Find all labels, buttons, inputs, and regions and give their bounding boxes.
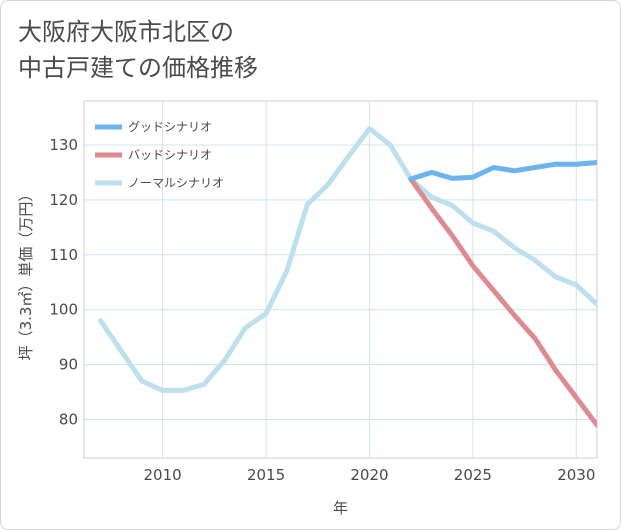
y-tick-label: 100 <box>49 301 78 319</box>
x-tick-label: 2010 <box>144 466 182 484</box>
series-line-2 <box>98 126 597 393</box>
x-tick-label: 2025 <box>454 466 492 484</box>
series-line-1 <box>408 176 597 428</box>
y-tick-label: 80 <box>59 411 78 429</box>
y-tick-label: 120 <box>49 191 78 209</box>
series-line-0 <box>408 160 597 182</box>
y-tick-labels: 80 90 100 110 120 130 <box>49 136 78 429</box>
y-tick-label: 130 <box>49 136 78 154</box>
legend-label-0: グッドシナリオ <box>128 120 212 134</box>
x-tick-label: 2020 <box>350 466 388 484</box>
series-lines <box>98 126 597 428</box>
title-line-1: 大阪府大阪市北区の <box>18 18 234 46</box>
y-tick-label: 90 <box>59 356 78 374</box>
x-tick-label: 2030 <box>557 466 595 484</box>
x-tick-label: 2015 <box>247 466 285 484</box>
y-tick-label: 110 <box>49 246 78 264</box>
y-axis-label: 坪（3.3㎡）単価（万円） <box>17 187 35 361</box>
legend-label-1: バッドシナリオ <box>128 148 212 162</box>
x-tick-labels: 2010 2015 2020 2025 2030 <box>144 466 596 484</box>
title-line-2: 中古戸建ての価格推移 <box>18 54 258 82</box>
chart-title: 大阪府大阪市北区の 中古戸建ての価格推移 <box>18 14 258 86</box>
legend-label-2: ノーマルシナリオ <box>128 176 224 190</box>
x-axis-label: 年 <box>333 499 348 517</box>
plot-area <box>83 100 598 459</box>
